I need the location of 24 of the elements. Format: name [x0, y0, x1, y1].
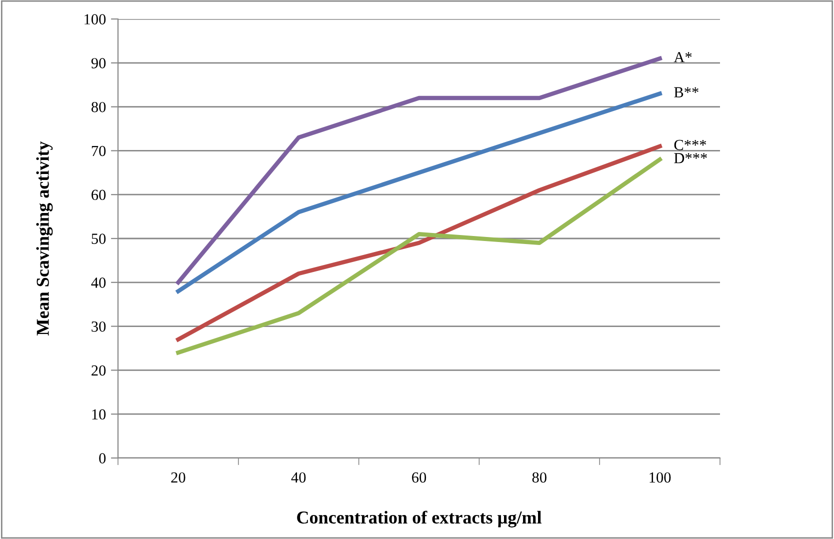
line-series: [176, 92, 662, 294]
y-tick-label: 60: [92, 190, 106, 200]
x-tick-label: 40: [291, 472, 306, 483]
x-tick-label: 20: [171, 472, 186, 483]
y-tick-label: 0: [99, 453, 106, 464]
y-tick-label: 90: [91, 58, 106, 68]
series-label: C***: [674, 140, 706, 150]
x-tick-label: 80: [532, 472, 546, 483]
y-tick-label: 100: [84, 14, 106, 24]
y-tick-label: 10: [92, 409, 106, 420]
x-tick-label: 60: [412, 472, 426, 483]
series-label: D***: [674, 153, 707, 164]
y-tick-label: 80: [92, 102, 106, 112]
y-tick-label: 40: [91, 278, 106, 288]
y-tick-label: 50: [92, 234, 106, 244]
x-axis-title: Concentration of extracts µg/ml: [297, 510, 542, 528]
y-axis-title: Mean Scavinging activity: [36, 141, 53, 336]
x-tick-label: 100: [650, 472, 671, 483]
y-tick-label: 70: [92, 146, 106, 156]
series-label: A*: [674, 52, 692, 62]
series-label: B**: [674, 87, 698, 98]
line-series: [176, 56, 662, 284]
y-tick-label: 20: [92, 365, 106, 376]
y-tick-label: 30: [92, 321, 106, 332]
